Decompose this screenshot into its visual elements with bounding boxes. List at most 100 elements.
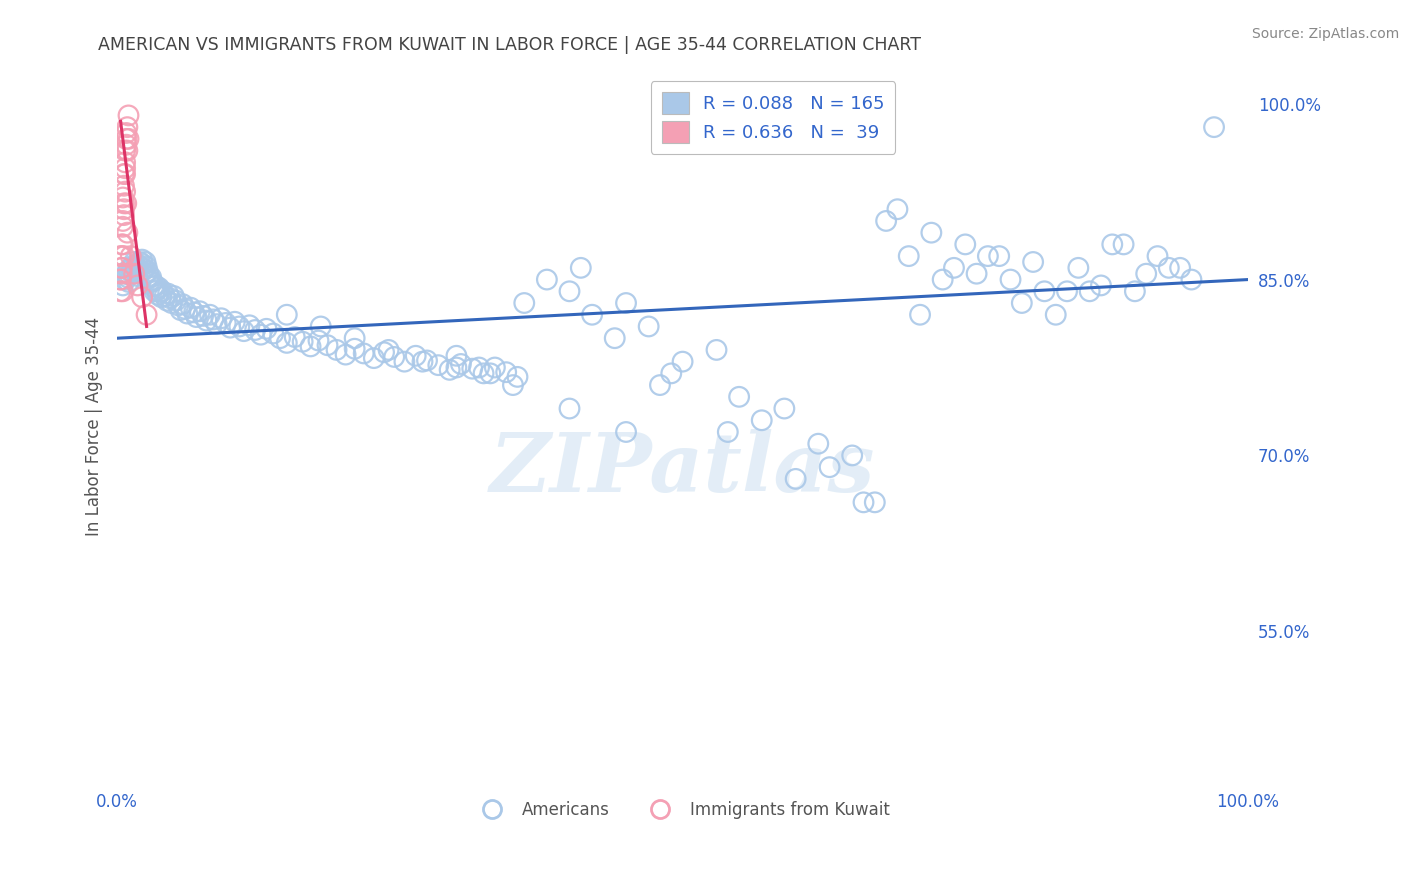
Point: [659, 367, 682, 381]
Point: [1180, 272, 1202, 286]
Point: [111, 285, 134, 299]
Point: [405, 349, 427, 363]
Point: [1168, 260, 1191, 275]
Point: [111, 260, 134, 275]
Point: [1146, 249, 1168, 263]
Point: [112, 249, 135, 263]
Point: [139, 274, 162, 288]
Point: [146, 288, 169, 302]
Point: [461, 361, 484, 376]
Point: [1000, 272, 1022, 286]
Point: [648, 378, 671, 392]
Point: [117, 120, 139, 135]
Point: [1157, 260, 1180, 275]
Point: [495, 365, 517, 379]
Point: [1123, 285, 1146, 299]
Point: [852, 495, 875, 509]
Point: [238, 318, 260, 333]
Point: [219, 320, 242, 334]
Point: [172, 297, 194, 311]
Point: [128, 262, 150, 277]
Point: [706, 343, 728, 357]
Point: [117, 270, 139, 285]
Point: [955, 237, 977, 252]
Point: [513, 296, 536, 310]
Point: [343, 342, 366, 356]
Point: [373, 345, 395, 359]
Point: [394, 354, 416, 368]
Point: [558, 401, 581, 416]
Point: [110, 249, 132, 263]
Point: [114, 185, 136, 199]
Point: [198, 308, 221, 322]
Point: [122, 255, 145, 269]
Point: [157, 286, 180, 301]
Point: [1011, 296, 1033, 310]
Point: [122, 263, 145, 277]
Point: [484, 360, 506, 375]
Point: [131, 290, 153, 304]
Point: [316, 338, 339, 352]
Point: [117, 226, 139, 240]
Point: [124, 260, 146, 274]
Point: [120, 260, 142, 275]
Point: [145, 278, 167, 293]
Point: [112, 208, 135, 222]
Point: [132, 257, 155, 271]
Point: [110, 285, 132, 299]
Point: [472, 367, 495, 381]
Point: [141, 275, 163, 289]
Point: [115, 126, 138, 140]
Point: [614, 425, 637, 439]
Point: [169, 303, 191, 318]
Point: [446, 349, 468, 363]
Point: [1033, 285, 1056, 299]
Point: [176, 307, 198, 321]
Y-axis label: In Labor Force | Age 35-44: In Labor Force | Age 35-44: [86, 317, 103, 536]
Point: [191, 309, 214, 323]
Point: [249, 327, 271, 342]
Point: [120, 249, 142, 263]
Point: [110, 272, 132, 286]
Point: [943, 260, 966, 275]
Text: AMERICAN VS IMMIGRANTS FROM KUWAIT IN LABOR FORCE | AGE 35-44 CORRELATION CHART: AMERICAN VS IMMIGRANTS FROM KUWAIT IN LA…: [98, 36, 921, 54]
Point: [309, 319, 332, 334]
Point: [343, 331, 366, 345]
Point: [353, 346, 375, 360]
Point: [1090, 278, 1112, 293]
Point: [427, 358, 450, 372]
Point: [1067, 260, 1090, 275]
Point: [728, 390, 751, 404]
Point: [875, 214, 897, 228]
Point: [111, 190, 134, 204]
Point: [131, 252, 153, 267]
Point: [114, 167, 136, 181]
Point: [165, 293, 187, 308]
Point: [717, 425, 740, 439]
Point: [1078, 285, 1101, 299]
Point: [115, 196, 138, 211]
Point: [117, 275, 139, 289]
Point: [134, 255, 156, 269]
Point: [536, 272, 558, 286]
Point: [1135, 267, 1157, 281]
Point: [112, 167, 135, 181]
Point: [186, 310, 208, 324]
Point: [276, 335, 298, 350]
Point: [284, 330, 307, 344]
Point: [468, 360, 491, 375]
Point: [114, 155, 136, 169]
Point: [114, 161, 136, 176]
Point: [502, 378, 524, 392]
Point: [446, 360, 468, 375]
Point: [145, 283, 167, 297]
Point: [363, 351, 385, 365]
Point: [115, 132, 138, 146]
Point: [131, 264, 153, 278]
Point: [299, 339, 322, 353]
Point: [183, 305, 205, 319]
Point: [118, 268, 141, 282]
Point: [637, 319, 659, 334]
Point: [988, 249, 1011, 263]
Point: [143, 285, 166, 299]
